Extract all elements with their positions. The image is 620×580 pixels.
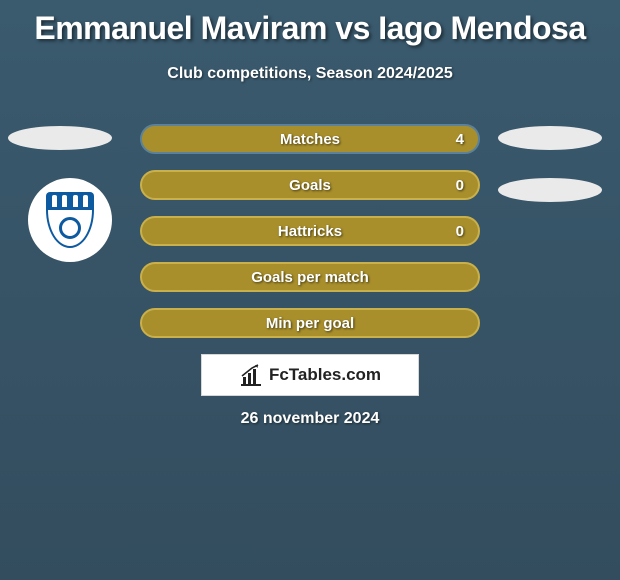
stat-label: Goals per match	[251, 269, 369, 286]
stat-value: 0	[456, 177, 464, 194]
stat-row: Goals per match	[140, 262, 480, 292]
stat-label: Goals	[289, 177, 331, 194]
club-badge-left	[28, 178, 112, 262]
bar-chart-icon	[239, 363, 263, 387]
brand-label: FcTables.com	[269, 365, 381, 385]
stat-label: Matches	[280, 131, 340, 148]
date-line: 26 november 2024	[0, 410, 620, 428]
stat-row: Hattricks 0	[140, 216, 480, 246]
stat-row: Min per goal	[140, 308, 480, 338]
player-ellipse	[498, 178, 602, 202]
brand-box[interactable]: FcTables.com	[201, 354, 419, 396]
stat-row: Goals 0	[140, 170, 480, 200]
stat-label: Hattricks	[278, 223, 342, 240]
stat-value: 0	[456, 223, 464, 240]
stat-value: 4	[456, 131, 464, 148]
stat-label: Min per goal	[266, 315, 354, 332]
page-subtitle: Club competitions, Season 2024/2025	[0, 65, 620, 83]
shield-icon	[46, 192, 94, 248]
player-ellipse	[498, 126, 602, 150]
stat-row: Matches 4	[140, 124, 480, 154]
page-title: Emmanuel Maviram vs Iago Mendosa	[0, 0, 620, 47]
player-ellipse	[8, 126, 112, 150]
